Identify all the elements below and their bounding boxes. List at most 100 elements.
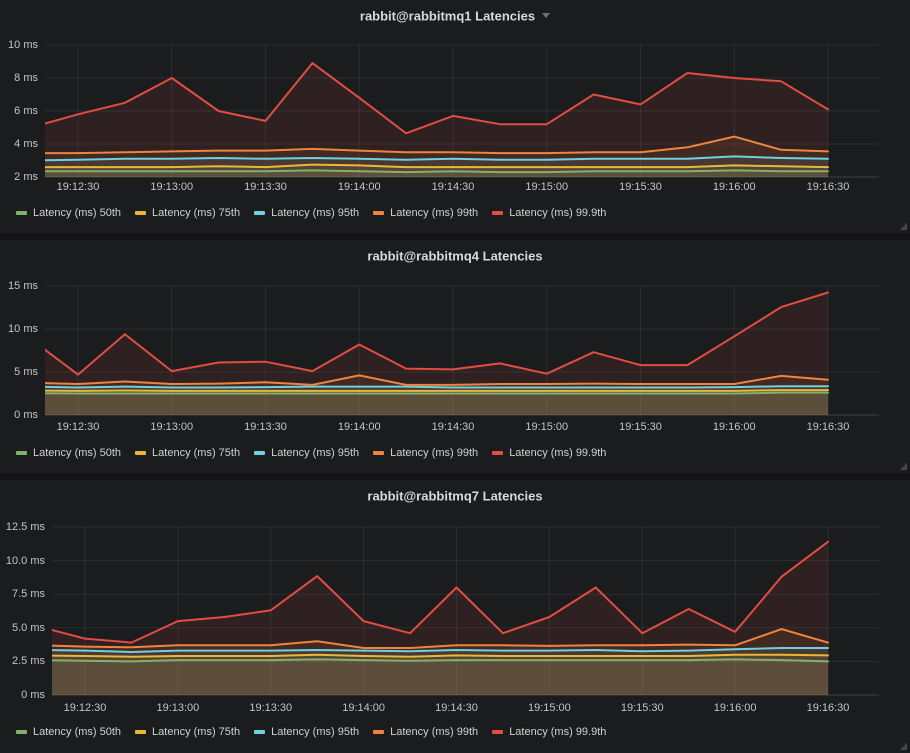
panel-header[interactable]: rabbit@rabbitmq1 Latencies [0,7,910,25]
y-axis-tick-label: 0 ms [21,689,45,701]
legend-item-95th[interactable]: Latency (ms) 95th [254,447,359,459]
legend-label: Latency (ms) 95th [271,207,360,219]
legend-swatch-icon [492,211,504,215]
legend-item-50th[interactable]: Latency (ms) 50th [16,447,121,459]
y-axis-tick-label: 6 ms [14,105,38,117]
legend-swatch-icon [135,451,147,455]
chart-canvas[interactable] [0,480,910,753]
legend-label: Latency (ms) 95th [271,447,360,459]
legend-item-99th[interactable]: Latency (ms) 99th [373,207,478,219]
series-area-75th [45,390,828,415]
x-axis-tick-label: 19:15:30 [619,421,662,433]
x-axis-tick-label: 19:13:30 [249,702,293,714]
series-line-99.9th [45,62,829,135]
x-axis-tick-label: 19:15:00 [525,421,569,433]
legend-swatch-icon [135,211,147,215]
series-line-99.9th [52,540,829,644]
legend-swatch-icon [373,211,385,215]
y-axis-tick-label: 2.5 ms [11,655,45,668]
legend-label: Latency (ms) 95th [271,726,360,738]
panel-title[interactable]: rabbit@rabbitmq4 Latencies [367,248,543,264]
panel-rabbitmq4-latencies: 0 ms 5 ms 10 ms 15 ms 19:12:30 19:13:00 19:13:… [0,240,910,473]
x-axis-tick-label: 19:13:00 [150,421,194,433]
x-axis-tick-label: 19:13:00 [156,702,200,714]
legend-label: Latency (ms) 75th [152,726,241,738]
series-line-50th [52,658,829,663]
legend-swatch-icon [373,451,385,455]
series-line-75th [52,653,829,658]
legend-label: Latency (ms) 50th [33,447,122,459]
x-axis-tick-label: 19:14:00 [342,702,386,714]
legend-item-99.9th[interactable]: Latency (ms) 99.9th [492,447,606,459]
latency-chart-rabbitmq4[interactable]: 0 ms 5 ms 10 ms 15 ms 19:12:30 19:13:00 19:13:… [0,240,910,473]
latency-chart-rabbitmq7[interactable]: 0 ms 2.5 ms 5.0 ms 7.5 ms 10.0 ms 12.5 ms 19:1… [0,480,910,753]
panel-resize-handle[interactable] [900,743,907,750]
legend-item-75th[interactable]: Latency (ms) 75th [135,207,240,219]
x-axis-tick-label: 19:12:30 [56,181,100,193]
legend-item-95th[interactable]: Latency (ms) 95th [254,726,359,738]
x-axis-tick-label: 19:14:00 [337,421,381,433]
panel-header[interactable]: rabbit@rabbitmq4 Latencies [0,247,910,265]
series-area-99th [45,375,828,415]
chart-legend: Latency (ms) 50th Latency (ms) 75th Latenc… [16,726,620,738]
x-axis-tick-label: 19:15:30 [619,181,662,193]
panel-resize-handle[interactable] [900,463,907,470]
series-line-99.9th [45,291,829,376]
y-axis-tick-label: 10 ms [8,323,38,335]
y-axis-tick-label: 8 ms [14,72,38,84]
legend-swatch-icon [16,451,27,455]
series-line-50th [45,169,829,174]
panel-resize-handle[interactable] [900,223,907,230]
panel-rabbitmq7-latencies: 0 ms 2.5 ms 5.0 ms 7.5 ms 10.0 ms 12.5 ms 19:1… [0,480,910,753]
series-line-95th [45,385,829,389]
y-axis-tick-label: 12.5 ms [5,521,45,533]
legend-item-50th[interactable]: Latency (ms) 50th [16,207,121,219]
legend-item-50th[interactable]: Latency (ms) 50th [16,726,121,738]
y-axis-tick-label: 15 ms [8,280,38,292]
legend-label: Latency (ms) 75th [152,207,241,219]
y-axis-tick-label: 10 ms [8,39,38,51]
legend-label: Latency (ms) 99th [390,207,479,219]
chart-canvas[interactable] [0,0,910,233]
legend-label: Latency (ms) 99.9th [509,726,607,738]
legend-item-75th[interactable]: Latency (ms) 75th [135,726,240,738]
series-line-50th [45,391,829,395]
x-axis-tick-label: 19:14:30 [431,421,475,433]
chevron-down-icon[interactable] [542,13,551,19]
x-axis-tick-label: 19:13:00 [150,181,194,193]
panel-title[interactable]: rabbit@rabbitmq7 Latencies [367,488,543,504]
legend-item-99.9th[interactable]: Latency (ms) 99.9th [492,207,606,219]
legend-label: Latency (ms) 99th [390,726,479,738]
panel-rabbitmq1-latencies: 2 ms 4 ms 6 ms 8 ms 10 ms 19:12:30 19:13:00 19:… [0,0,910,233]
legend-label: Latency (ms) 99.9th [509,447,607,459]
latency-chart-rabbitmq1[interactable]: 2 ms 4 ms 6 ms 8 ms 10 ms 19:12:30 19:13:00 19:… [0,0,910,233]
legend-item-99.9th[interactable]: Latency (ms) 99.9th [492,726,606,738]
legend-swatch-icon [254,211,266,215]
panel-title[interactable]: rabbit@rabbitmq1 Latencies [359,8,536,24]
legend-item-99th[interactable]: Latency (ms) 99th [373,726,478,738]
legend-swatch-icon [254,451,266,455]
legend-label: Latency (ms) 50th [33,207,122,219]
legend-item-95th[interactable]: Latency (ms) 95th [254,207,359,219]
legend-swatch-icon [492,730,504,734]
x-axis-tick-label: 19:14:30 [435,702,478,714]
series-line-95th [52,647,829,653]
y-axis-tick-label: 0 ms [14,409,38,421]
series-area-99.9th [45,63,828,177]
x-axis-tick-label: 19:16:30 [806,421,850,433]
x-axis-tick-label: 19:14:00 [337,181,381,193]
legend-item-75th[interactable]: Latency (ms) 75th [135,447,240,459]
panel-header[interactable]: rabbit@rabbitmq7 Latencies [0,487,910,505]
y-axis-tick-label: 5 ms [14,366,38,378]
legend-label: Latency (ms) 99th [390,447,479,459]
chart-legend: Latency (ms) 50th Latency (ms) 75th Latenc… [16,447,620,459]
series-area-75th [52,654,828,695]
chart-canvas[interactable] [0,240,910,473]
legend-swatch-icon [16,211,27,215]
series-line-99th [45,135,829,155]
legend-item-99th[interactable]: Latency (ms) 99th [373,447,478,459]
x-axis-tick-label: 19:16:30 [806,702,850,714]
y-axis-tick-label: 10.0 ms [5,554,45,567]
series-line-95th [45,155,829,162]
series-line-99th [52,628,829,649]
